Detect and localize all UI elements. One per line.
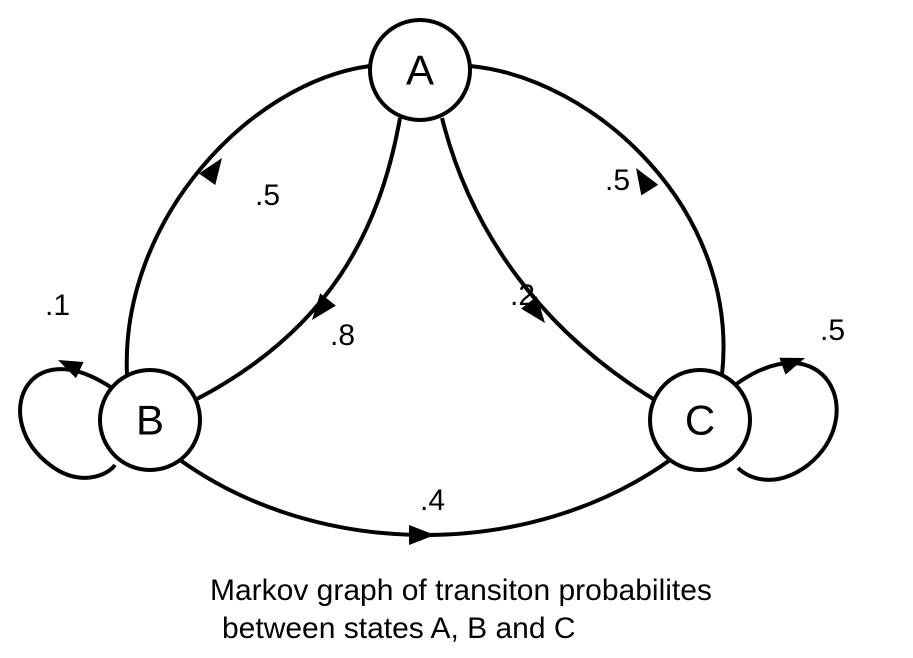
edge-label-C-to-C: .5: [820, 314, 845, 347]
edge-B-to-B: .1: [20, 289, 115, 478]
caption-line-2: between states A, B and C: [222, 612, 576, 645]
node-B: B: [100, 370, 200, 470]
edge-label-A-to-C: .2: [510, 279, 535, 312]
markov-diagram: .5 .8 .2 .5 .4 .1 .5: [0, 0, 913, 658]
edge-label-B-to-A: .5: [255, 179, 280, 212]
edge-label-B-to-B: .1: [45, 289, 70, 322]
node-label-A: A: [406, 47, 434, 94]
node-C: C: [650, 370, 750, 470]
node-label-C: C: [685, 397, 715, 444]
edge-B-to-C: .4: [180, 460, 670, 545]
caption-line-1: Markov graph of transiton probabilites: [210, 574, 712, 607]
edge-C-to-C: .5: [735, 314, 845, 480]
edge-label-C-to-A: .5: [605, 164, 630, 197]
edge-A-to-B: .8: [195, 118, 400, 400]
edge-label-A-to-B: .8: [330, 319, 355, 352]
edge-C-to-A: .5: [470, 66, 724, 375]
node-label-B: B: [136, 397, 164, 444]
edge-A-to-C: .2: [442, 118, 655, 400]
node-A: A: [370, 20, 470, 120]
edge-label-B-to-C: .4: [420, 484, 445, 517]
